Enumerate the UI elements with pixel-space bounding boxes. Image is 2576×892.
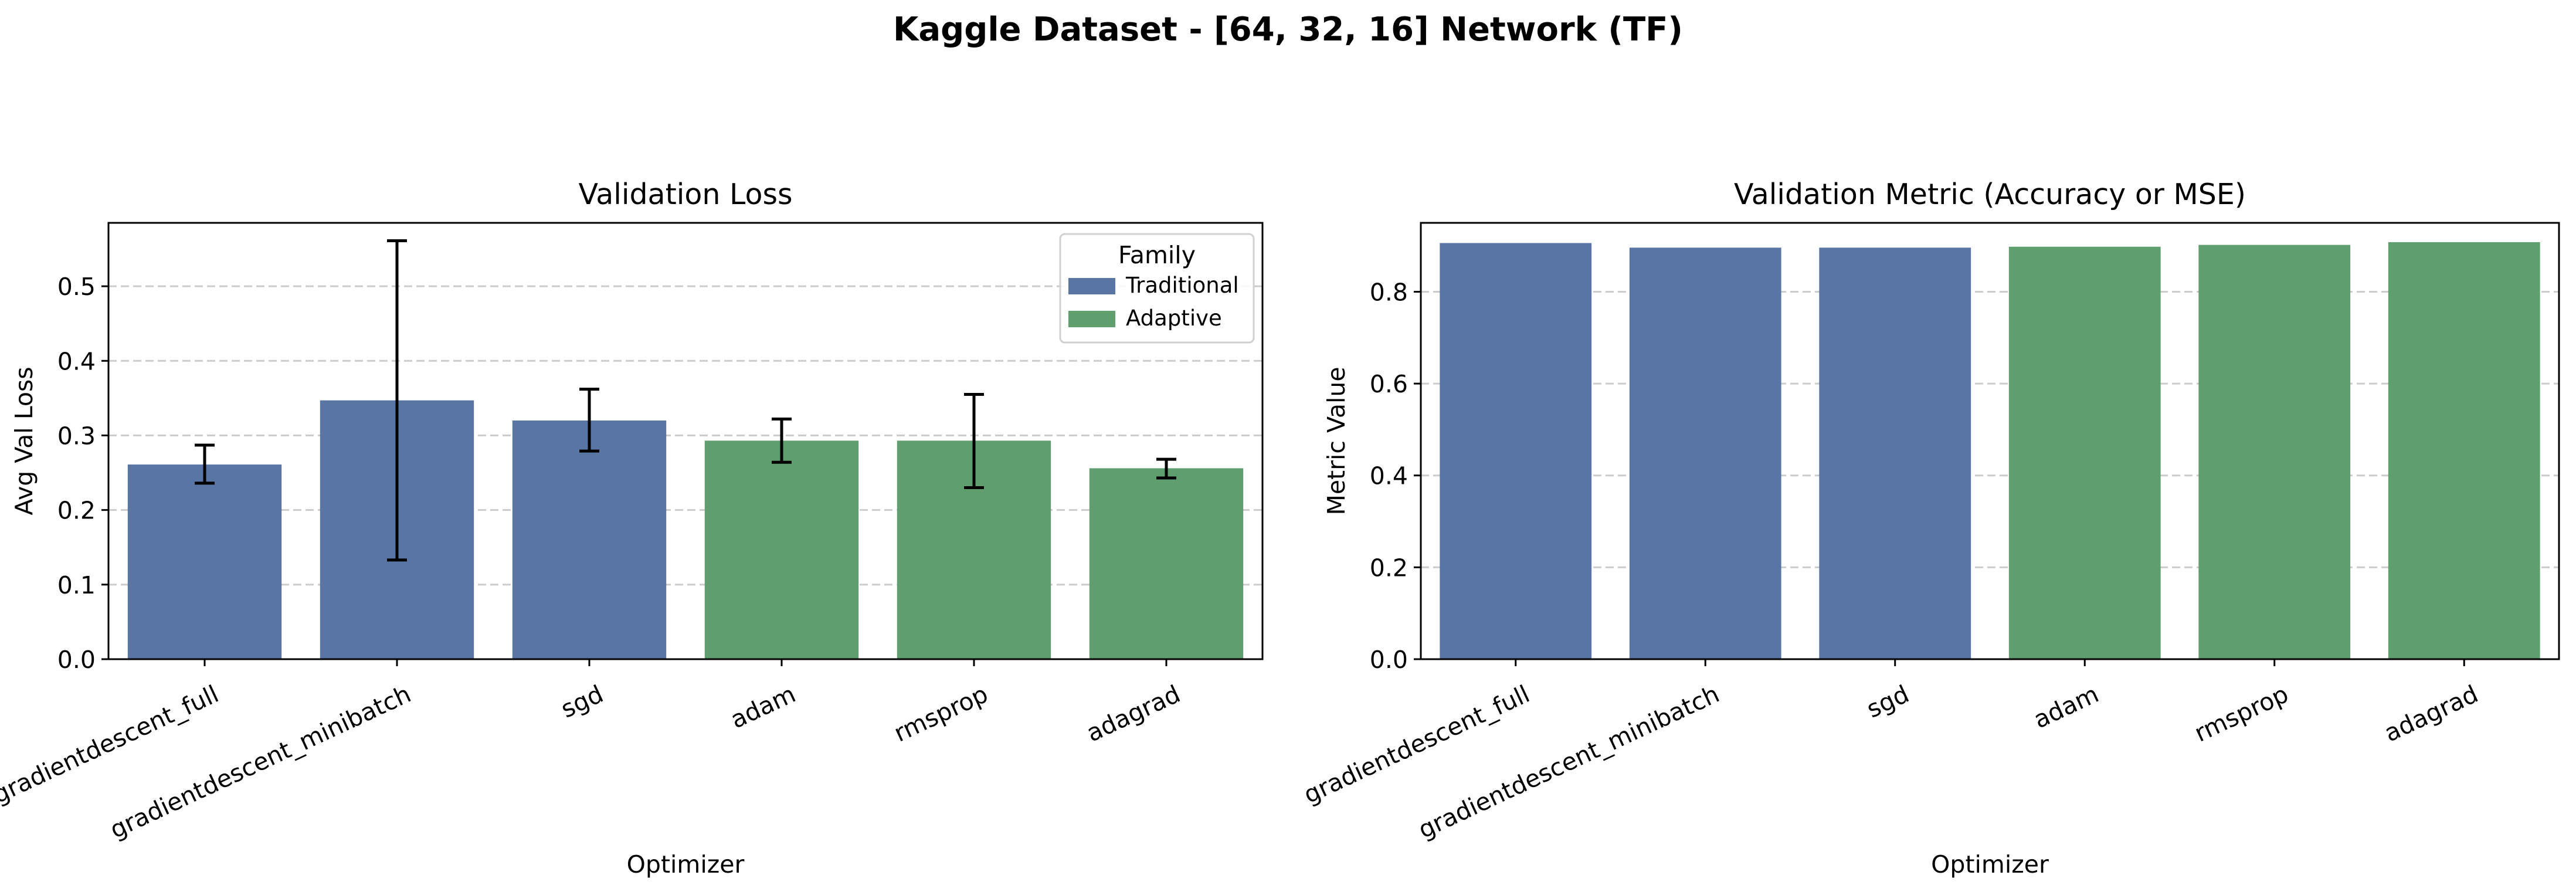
x-tick-label-gradientdescent_minibatch: gradientdescent_minibatch xyxy=(106,680,415,844)
legend-title: Family xyxy=(1118,241,1196,269)
error-bar-adam xyxy=(772,417,792,464)
error-bar-rmsprop xyxy=(964,393,984,489)
x-tick-label-rmsprop: rmsprop xyxy=(890,680,992,748)
legend-label-adaptive: Adaptive xyxy=(1126,306,1222,331)
chart-title: Validation Loss xyxy=(578,178,792,211)
bar-gradientdescent_minibatch xyxy=(1629,247,1781,659)
x-tick-label-adagrad: adagrad xyxy=(1082,680,1185,747)
error-bar-sgd xyxy=(579,388,599,453)
axes-frame xyxy=(107,222,1264,660)
error-bar-gradientdescent_full xyxy=(195,443,215,485)
legend: Family Traditional Adaptive xyxy=(1059,233,1255,344)
y-tick-label: 0.5 xyxy=(57,273,96,301)
error-bar-adagrad xyxy=(1156,457,1176,480)
y-tick-label: 0.0 xyxy=(1370,646,1408,674)
bar-sgd xyxy=(512,420,667,659)
x-axis-label: Optimizer xyxy=(627,850,745,879)
validation-loss-chart: 0.00.10.20.30.40.5gradientdescent_fullgr… xyxy=(0,178,1264,879)
legend-swatch-adaptive xyxy=(1068,311,1115,327)
x-tick-label-adam: adam xyxy=(726,680,800,734)
x-axis-label: Optimizer xyxy=(1931,850,2049,879)
legend-label-traditional: Traditional xyxy=(1125,273,1239,298)
y-axis-label: Metric Value xyxy=(1322,367,1350,515)
axes-frame xyxy=(1420,222,2560,660)
y-tick-label: 0.3 xyxy=(57,422,96,450)
x-tick-label-sgd: sgd xyxy=(1862,680,1913,724)
y-tick-label: 0.0 xyxy=(57,646,96,674)
error-bar-gradientdescent_minibatch xyxy=(387,239,407,562)
legend-swatch-traditional xyxy=(1068,278,1115,294)
x-tick-label-sgd: sgd xyxy=(556,680,607,724)
y-axis-label: Avg Val Loss xyxy=(10,367,38,515)
x-tick-label-adam: adam xyxy=(2029,680,2103,734)
bar-rmsprop xyxy=(2198,245,2351,660)
chart-title: Validation Metric (Accuracy or MSE) xyxy=(1734,178,2246,211)
y-tick-label: 0.2 xyxy=(57,497,96,525)
bar-adam xyxy=(704,440,859,659)
y-tick-label: 0.4 xyxy=(57,347,96,375)
bar-adam xyxy=(2008,246,2161,659)
x-tick-label-adagrad: adagrad xyxy=(2380,680,2483,747)
y-tick-label: 0.1 xyxy=(57,571,96,599)
bar-gradientdescent_full xyxy=(1440,243,1592,659)
y-tick-label: 0.4 xyxy=(1370,462,1408,490)
bar-adagrad xyxy=(1089,468,1244,659)
figure-title: Kaggle Dataset - [64, 32, 16] Network (T… xyxy=(892,11,1683,49)
bar-adagrad xyxy=(2388,242,2540,659)
x-tick-label-rmsprop: rmsprop xyxy=(2190,680,2293,748)
y-tick-label: 0.6 xyxy=(1370,370,1408,398)
bar-sgd xyxy=(1819,247,1971,659)
y-tick-label: 0.8 xyxy=(1370,278,1408,306)
validation-metric-chart: 0.00.20.40.60.8gradientdescent_fullgradi… xyxy=(1299,178,2560,879)
bar-gradientdescent_full xyxy=(127,464,282,659)
y-tick-label: 0.2 xyxy=(1370,554,1408,582)
x-tick-label-gradientdescent_minibatch: gradientdescent_minibatch xyxy=(1414,680,1723,844)
